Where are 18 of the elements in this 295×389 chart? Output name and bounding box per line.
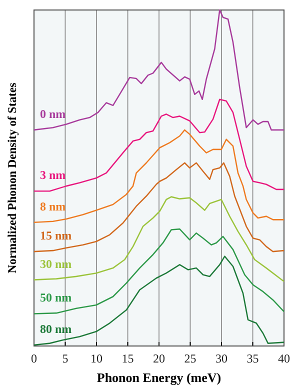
series-label: 50 nm	[40, 290, 72, 305]
series-label: 0 nm	[40, 106, 66, 121]
x-axis-title: Phonon Energy (meV)	[96, 370, 222, 385]
series-label: 15 nm	[40, 228, 72, 243]
x-tick-label: 35	[246, 352, 259, 366]
x-tick-label: 10	[90, 352, 102, 366]
x-tick-label: 15	[122, 352, 134, 366]
y-axis-title: Normalized Phonon Density of States	[5, 82, 19, 274]
x-tick-label: 40	[278, 352, 290, 366]
x-tick-label: 5	[62, 352, 68, 366]
x-tick-label: 30	[216, 352, 228, 366]
series-label: 30 nm	[40, 256, 72, 271]
series-label: 8 nm	[40, 199, 66, 214]
series-label: 3 nm	[40, 168, 66, 182]
x-tick-label: 0	[31, 352, 37, 366]
x-tick-label: 20	[153, 352, 165, 366]
series-label: 80 nm	[40, 322, 72, 336]
x-tick-label: 25	[184, 352, 196, 366]
